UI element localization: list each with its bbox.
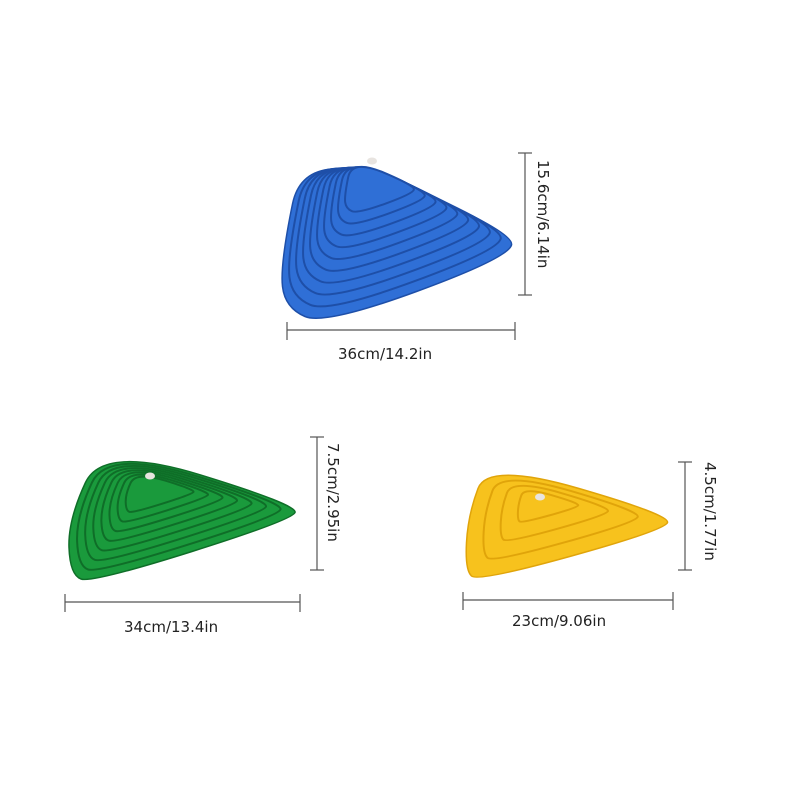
center-dot — [367, 157, 377, 165]
yellow-balance-stone — [465, 474, 669, 578]
stone-step-ring — [344, 165, 415, 213]
blue-width-label: 36cm/14.2in — [338, 345, 433, 363]
green-balance-stone — [68, 460, 296, 581]
dimension-lines — [64, 152, 692, 612]
green-height-label: 7.5cm/2.95in — [324, 443, 342, 542]
yellow-height-label: 4.5cm/1.77in — [701, 462, 719, 561]
center-dot — [535, 493, 545, 501]
stone-step-ring — [124, 475, 195, 513]
yellow-width-label: 23cm/9.06in — [512, 612, 607, 630]
blue-balance-stone — [281, 157, 513, 319]
blue-height-label: 15.6cm/6.14in — [534, 160, 552, 269]
green-width-label: 34cm/13.4in — [124, 618, 219, 636]
stone-step-ring — [516, 490, 580, 523]
center-dot — [145, 472, 155, 480]
